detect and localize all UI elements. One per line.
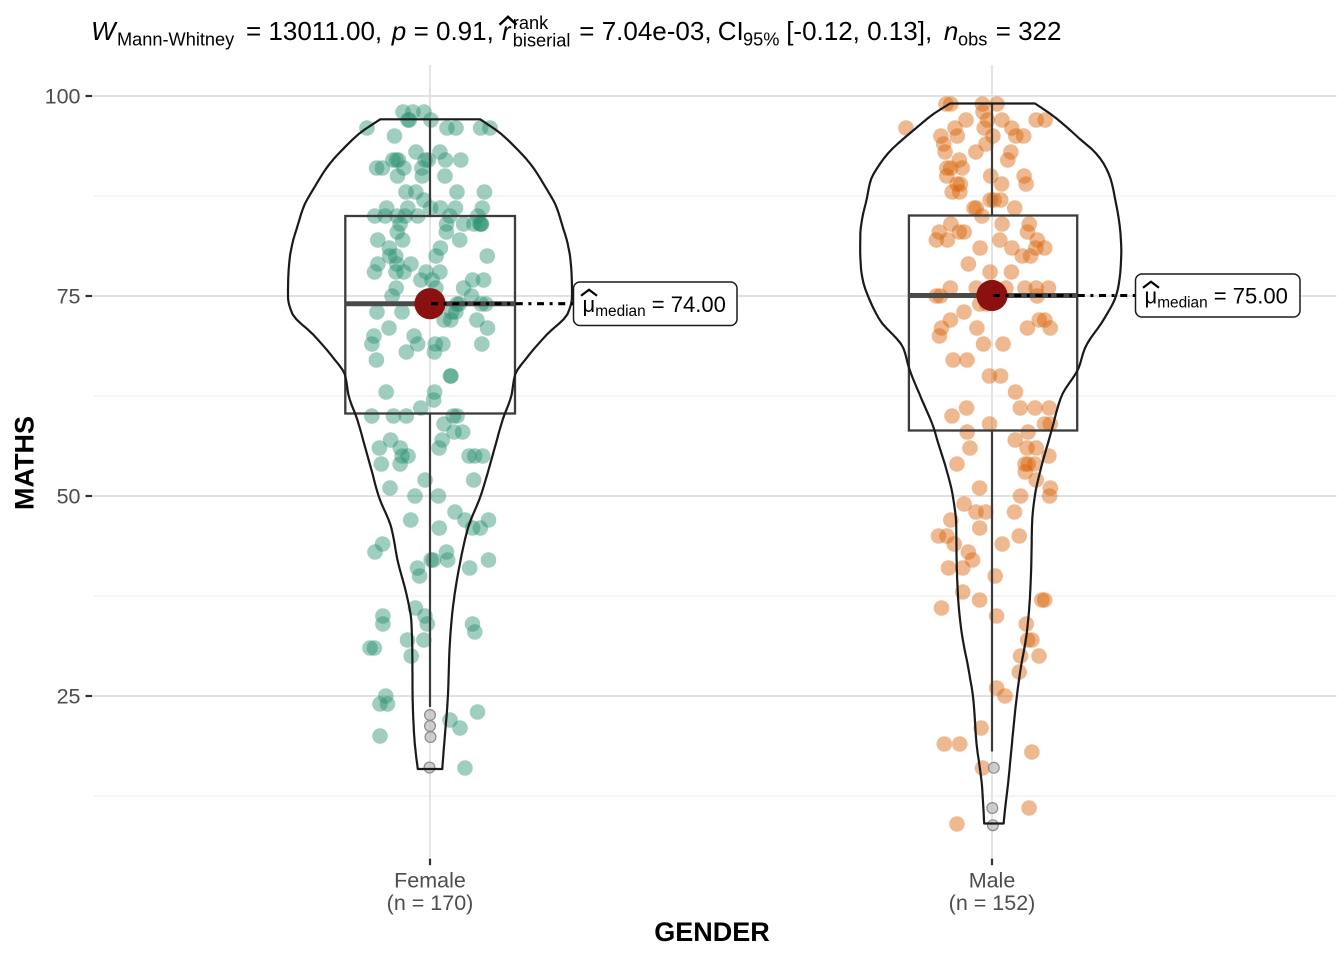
svg-text:p: p (391, 16, 406, 46)
svg-text:CI: CI (718, 16, 744, 46)
svg-text:= 13011.00,: = 13011.00, (246, 16, 382, 46)
svg-text:Female: Female (394, 869, 466, 893)
svg-text:μmedian = 74.00: μmedian = 74.00 (583, 292, 726, 320)
svg-text:25: 25 (57, 685, 81, 709)
svg-text:75: 75 (57, 285, 81, 309)
svg-text:[-0.12, 0.13],: [-0.12, 0.13], (786, 16, 932, 46)
svg-text:= 7.04e-03,: = 7.04e-03, (579, 16, 711, 46)
svg-text:rank: rank (513, 13, 549, 33)
svg-text:95%: 95% (743, 30, 779, 50)
svg-text:100: 100 (45, 85, 81, 109)
svg-text:(n = 170): (n = 170) (387, 891, 474, 915)
svg-text:biserial: biserial (513, 31, 571, 51)
svg-text:50: 50 (57, 485, 81, 509)
svg-text:Male: Male (969, 869, 1016, 893)
svg-text:obs: obs (958, 30, 987, 50)
svg-text:MATHS: MATHS (10, 416, 40, 510)
svg-text:Mann-Whitney: Mann-Whitney (117, 30, 235, 50)
svg-text:(n = 152): (n = 152) (949, 891, 1036, 915)
svg-text:= 322: = 322 (996, 16, 1062, 46)
svg-text:GENDER: GENDER (654, 917, 770, 947)
svg-text:= 0.91,: = 0.91, (414, 16, 494, 46)
svg-text:r: r (502, 16, 512, 46)
svg-text:W: W (91, 16, 118, 46)
svg-text:n: n (944, 16, 958, 46)
